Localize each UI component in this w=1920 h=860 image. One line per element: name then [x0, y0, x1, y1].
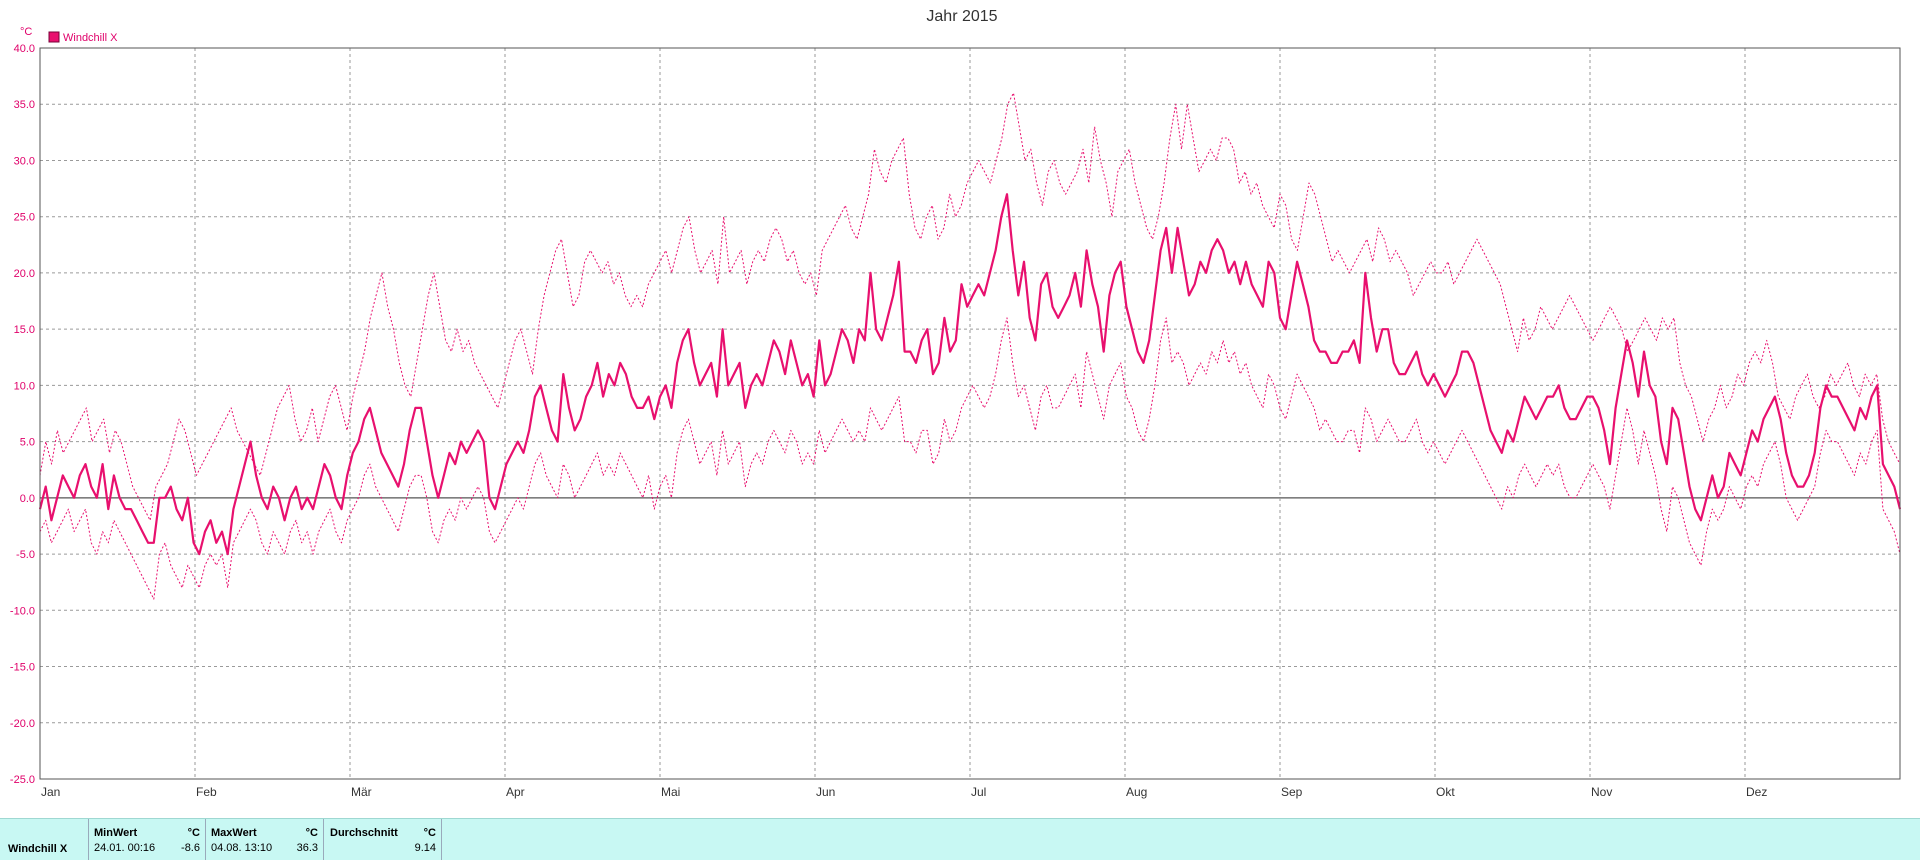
- stats-avg-value: 9.14: [414, 842, 436, 854]
- legend-marker: [48, 31, 60, 43]
- legend-label: Windchill X: [63, 32, 118, 44]
- stats-max-time: 04.08. 13:10: [211, 842, 273, 854]
- stats-min-time: 24.01. 00:16: [94, 842, 156, 854]
- x-tick-label: Nov: [1591, 785, 1612, 799]
- y-tick-label: -15.0: [10, 662, 35, 674]
- x-tick-label: Apr: [506, 785, 525, 799]
- stats-min-header: MinWert: [94, 827, 138, 839]
- y-tick-label: 15.0: [14, 324, 35, 336]
- y-tick-label: 0.0: [20, 493, 35, 505]
- y-tick-label: 5.0: [20, 437, 35, 449]
- chart-title: Jahr 2015: [926, 8, 997, 25]
- y-tick-label: 30.0: [14, 155, 35, 167]
- y-tick-label: -20.0: [10, 718, 35, 730]
- stats-avg-header: Durchschnitt: [330, 827, 398, 839]
- x-tick-label: Jun: [816, 785, 835, 799]
- y-tick-label: 20.0: [14, 268, 35, 280]
- x-tick-label: Jul: [971, 785, 986, 799]
- series-line-mean: [38, 193, 1902, 556]
- grid: [40, 48, 1900, 779]
- stats-avg-cell: Durchschnitt °C 9.14: [324, 819, 442, 860]
- y-tick-label: 10.0: [14, 380, 35, 392]
- stats-min-unit: °C: [187, 827, 200, 839]
- x-tick-label: Okt: [1436, 785, 1455, 799]
- stats-max-header: MaxWert: [211, 827, 257, 839]
- stats-avg-unit: °C: [423, 827, 436, 839]
- y-tick-label: -5.0: [16, 549, 35, 561]
- x-tick-label: Mär: [351, 785, 372, 799]
- x-tick-label: Aug: [1126, 785, 1147, 799]
- series-line-range-1: [39, 92, 1901, 521]
- y-tick-label: -25.0: [10, 774, 35, 786]
- series-line-range-2: [39, 317, 1901, 600]
- stats-min-value: -8.6: [181, 842, 200, 854]
- x-tick-label: Feb: [196, 785, 217, 799]
- stats-series-cell: Windchill X: [0, 819, 89, 860]
- y-tick-label: 25.0: [14, 212, 35, 224]
- x-tick-label: Jan: [41, 785, 60, 799]
- y-tick-label: 35.0: [14, 99, 35, 111]
- stats-min-cell: MinWert °C 24.01. 00:16 -8.6: [89, 819, 206, 860]
- stats-series-label: Windchill X: [8, 843, 68, 855]
- y-tick-label: -10.0: [10, 605, 35, 617]
- x-tick-label: Sep: [1281, 785, 1303, 799]
- stats-bar: Windchill X MinWert °C 24.01. 00:16 -8.6…: [0, 818, 1920, 860]
- stats-max-unit: °C: [305, 827, 318, 839]
- series-group: [38, 92, 1902, 600]
- stats-max-cell: MaxWert °C 04.08. 13:10 36.3: [206, 819, 324, 860]
- x-tick-label: Mai: [661, 785, 680, 799]
- x-tick-label: Dez: [1746, 785, 1767, 799]
- chart: Jahr 2015 °C Windchill X 40.0 35.0 30.0 25.…: [10, 8, 1902, 799]
- stats-max-value: 36.3: [296, 842, 318, 854]
- axis-ticks: 40.0 35.0 30.0 25.0 20.0 15.0 10.0 5.0 0.0 -5.0 -1…: [10, 43, 1767, 799]
- plot-frame: [39, 47, 1901, 780]
- y-tick-label: 40.0: [14, 43, 35, 55]
- y-unit-label: °C: [20, 26, 32, 38]
